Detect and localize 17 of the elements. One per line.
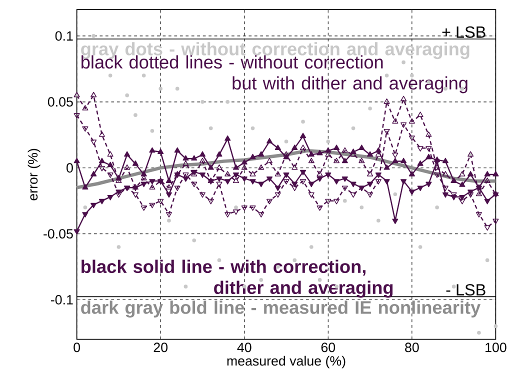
y-tick-label: -0.05: [44, 228, 73, 238]
x-axis-title: measured value (%): [227, 356, 346, 368]
text: black solid line - with correction, dither and averaging: [82, 260, 393, 298]
y-tick-label: 0.05: [48, 96, 73, 106]
x-tick-label: 100: [486, 342, 506, 352]
x-tick-label: 20: [154, 342, 168, 352]
y-tick-label: 0.1: [55, 31, 73, 41]
x-tick-label: 0: [74, 342, 80, 352]
x-tick-label: 40: [237, 342, 252, 352]
legend-label: dark gray bold line - measured IE nonlinearity: [81, 300, 481, 318]
x-tick-label: 80: [405, 342, 419, 352]
y-tick-label: 0: [66, 162, 73, 172]
ref-line-label: + LSB: [442, 26, 486, 38]
ref-line-label: - LSB: [446, 284, 486, 296]
y-axis-title: error (%): [28, 148, 40, 200]
x-tick-label: 60: [321, 342, 336, 352]
y-tick-label: -0.1: [51, 294, 73, 304]
